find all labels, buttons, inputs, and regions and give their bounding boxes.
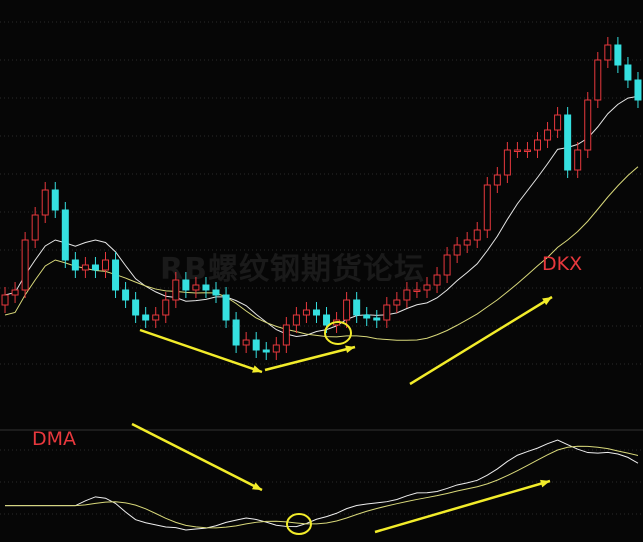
candle-up <box>544 129 552 141</box>
candle-up <box>152 314 160 321</box>
ama-line <box>5 445 639 529</box>
highlight-circle-icon <box>286 513 312 535</box>
arrow-head-icon <box>542 297 552 306</box>
arrow-head-icon <box>252 365 262 373</box>
annotation-arrow <box>264 345 356 372</box>
candle-down <box>624 64 632 81</box>
candle-up <box>554 114 562 131</box>
candle-up <box>604 44 612 61</box>
dkx-label: DKX <box>542 253 583 275</box>
candle-down <box>353 299 361 316</box>
candle-down <box>363 314 371 319</box>
candle-up <box>343 299 351 321</box>
candle-down <box>122 289 130 301</box>
candle-down <box>51 189 59 211</box>
annotation-arrow <box>409 295 553 386</box>
candle-down <box>634 79 642 101</box>
candle-down <box>182 279 190 291</box>
candle-up <box>453 244 461 256</box>
candle-up <box>272 344 280 353</box>
dma-line <box>5 439 639 531</box>
candle-up <box>393 299 401 306</box>
candle-up <box>242 339 250 346</box>
candle-up <box>81 264 89 271</box>
candle-down <box>564 114 572 171</box>
annotation-arrow <box>139 328 263 374</box>
candle-up <box>483 184 491 231</box>
candle-down <box>222 294 230 321</box>
candle-down <box>232 319 240 346</box>
candle-up <box>594 59 602 101</box>
candle-up <box>192 284 200 291</box>
candle-down <box>91 264 99 271</box>
candle-up <box>41 189 49 216</box>
candle-up <box>383 304 391 321</box>
candle-up <box>11 289 19 296</box>
highlight-circle-icon <box>324 321 352 345</box>
candle-up <box>172 279 180 301</box>
candle-up <box>302 309 310 316</box>
annotation-arrow <box>131 422 263 492</box>
candle-up <box>162 299 170 316</box>
candle-up <box>21 239 29 291</box>
watermark: RB螺纹钢期货论坛 <box>160 252 425 287</box>
candle-up <box>523 149 531 152</box>
candle-up <box>473 229 481 241</box>
candle-down <box>212 289 220 296</box>
candle-up <box>463 239 471 246</box>
candle-up <box>282 324 290 346</box>
candle-up <box>574 149 582 171</box>
candle-down <box>323 314 331 326</box>
candle-down <box>373 317 381 321</box>
candle-up <box>101 259 109 271</box>
candle-up <box>584 99 592 151</box>
arrow-head-icon <box>345 345 355 354</box>
candle-down <box>614 44 622 66</box>
ma-slow-line <box>4 166 639 341</box>
candle-up <box>31 214 39 241</box>
ma-fast-line <box>4 95 639 338</box>
candle-up <box>423 284 431 291</box>
candle-up <box>443 254 451 276</box>
candle-down <box>71 259 79 271</box>
arrow-head-icon <box>252 482 262 490</box>
candle-up <box>292 314 300 326</box>
candle-up <box>493 174 501 186</box>
annotation-arrow <box>374 479 551 534</box>
candle-down <box>112 259 120 291</box>
candle-down <box>132 299 140 316</box>
candle-up <box>433 274 441 286</box>
candle-down <box>312 309 320 316</box>
arrow-head-icon <box>540 479 550 488</box>
candle-up <box>403 289 411 301</box>
candle-down <box>262 349 270 353</box>
candle-up <box>413 289 421 292</box>
candle-down <box>142 314 150 321</box>
candle-up <box>513 149 521 152</box>
candle-up <box>534 139 542 151</box>
candle-up <box>503 149 511 176</box>
candle-up <box>1 294 9 306</box>
candle-down <box>252 339 260 351</box>
candle-down <box>61 209 69 261</box>
dma-label: DMA <box>32 428 77 450</box>
candle-down <box>202 284 210 291</box>
